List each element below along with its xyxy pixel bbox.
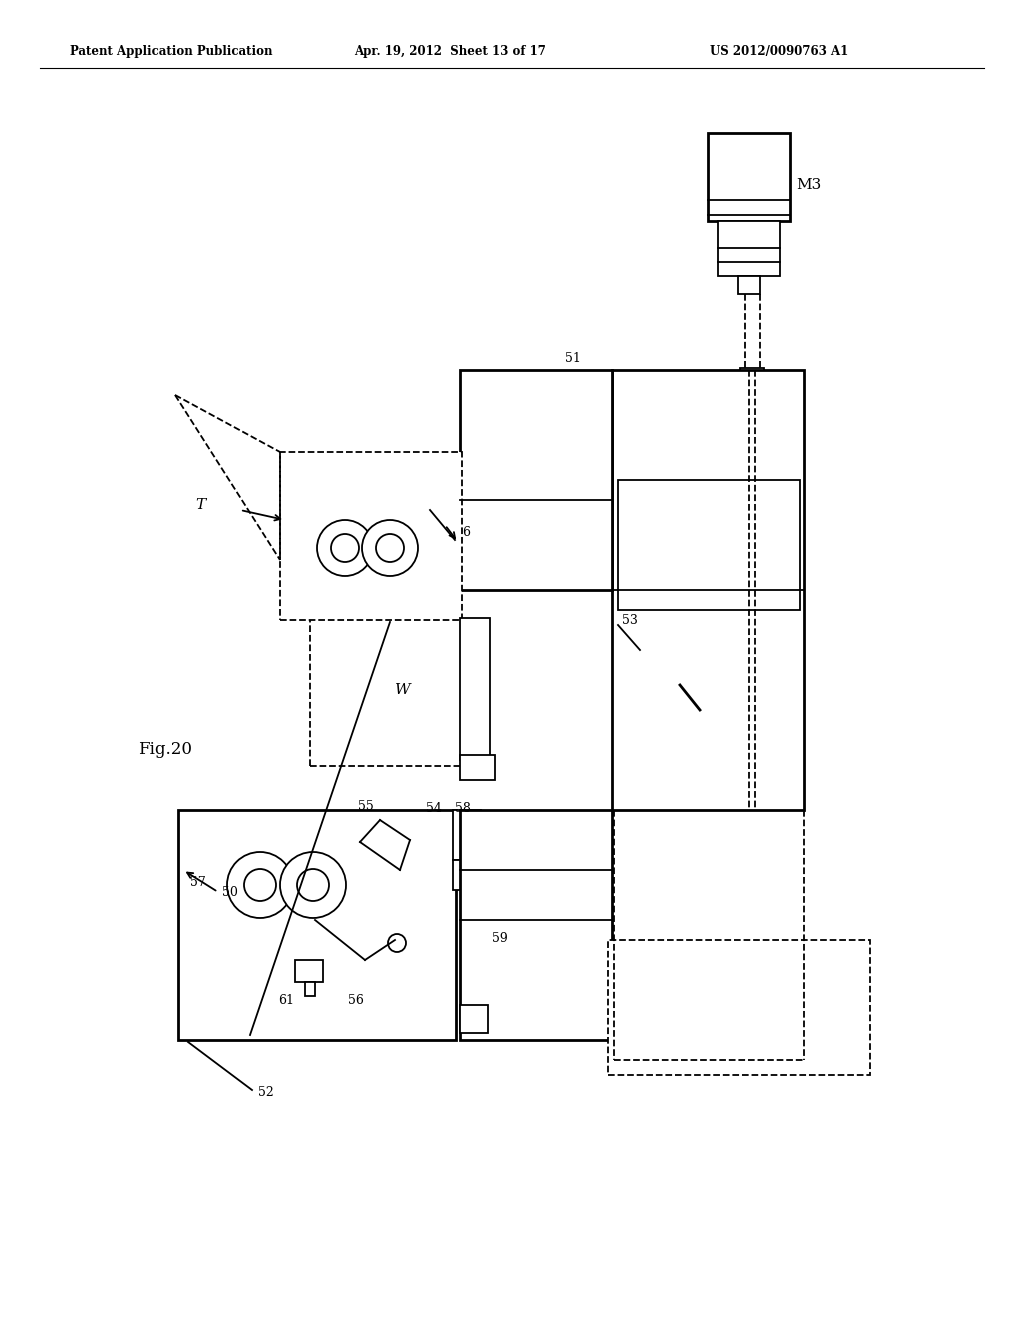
Text: 52: 52 bbox=[258, 1086, 273, 1100]
Text: 58: 58 bbox=[455, 801, 471, 814]
Bar bbox=[453, 861, 471, 890]
Bar bbox=[708, 133, 790, 220]
Bar bbox=[738, 276, 760, 294]
Text: 55: 55 bbox=[358, 800, 374, 813]
Text: US 2012/0090763 A1: US 2012/0090763 A1 bbox=[710, 45, 848, 58]
Text: T: T bbox=[195, 498, 205, 512]
Text: Apr. 19, 2012  Sheet 13 of 17: Apr. 19, 2012 Sheet 13 of 17 bbox=[354, 45, 546, 58]
Text: 6: 6 bbox=[462, 525, 470, 539]
Bar bbox=[460, 618, 490, 760]
Bar bbox=[608, 940, 870, 1074]
Bar bbox=[460, 810, 612, 1040]
Bar bbox=[612, 370, 804, 810]
Text: 54: 54 bbox=[426, 801, 442, 814]
Circle shape bbox=[388, 935, 406, 952]
Text: 56: 56 bbox=[348, 994, 364, 1006]
Bar bbox=[740, 368, 764, 380]
Circle shape bbox=[362, 520, 418, 576]
Bar bbox=[178, 810, 456, 1040]
Text: 51: 51 bbox=[565, 352, 581, 366]
Text: 53: 53 bbox=[622, 614, 638, 627]
Circle shape bbox=[297, 869, 329, 902]
Bar bbox=[310, 618, 462, 766]
Bar bbox=[460, 370, 612, 590]
Circle shape bbox=[376, 535, 404, 562]
Circle shape bbox=[331, 535, 359, 562]
Text: Fig.20: Fig.20 bbox=[138, 742, 193, 759]
Text: Patent Application Publication: Patent Application Publication bbox=[70, 45, 272, 58]
Text: 61: 61 bbox=[278, 994, 294, 1006]
Bar bbox=[295, 960, 323, 982]
Bar bbox=[718, 220, 780, 276]
Circle shape bbox=[317, 520, 373, 576]
Bar bbox=[305, 982, 315, 997]
Bar bbox=[453, 810, 481, 861]
Circle shape bbox=[227, 851, 293, 917]
Bar bbox=[618, 480, 800, 610]
Text: 59: 59 bbox=[492, 932, 508, 945]
Bar bbox=[280, 451, 462, 620]
Circle shape bbox=[280, 851, 346, 917]
Text: 50: 50 bbox=[222, 886, 238, 899]
Circle shape bbox=[244, 869, 276, 902]
Bar bbox=[460, 755, 495, 780]
Text: 57: 57 bbox=[190, 875, 206, 888]
Bar bbox=[460, 1005, 488, 1034]
Text: W: W bbox=[395, 682, 411, 697]
Text: M3: M3 bbox=[796, 178, 821, 191]
